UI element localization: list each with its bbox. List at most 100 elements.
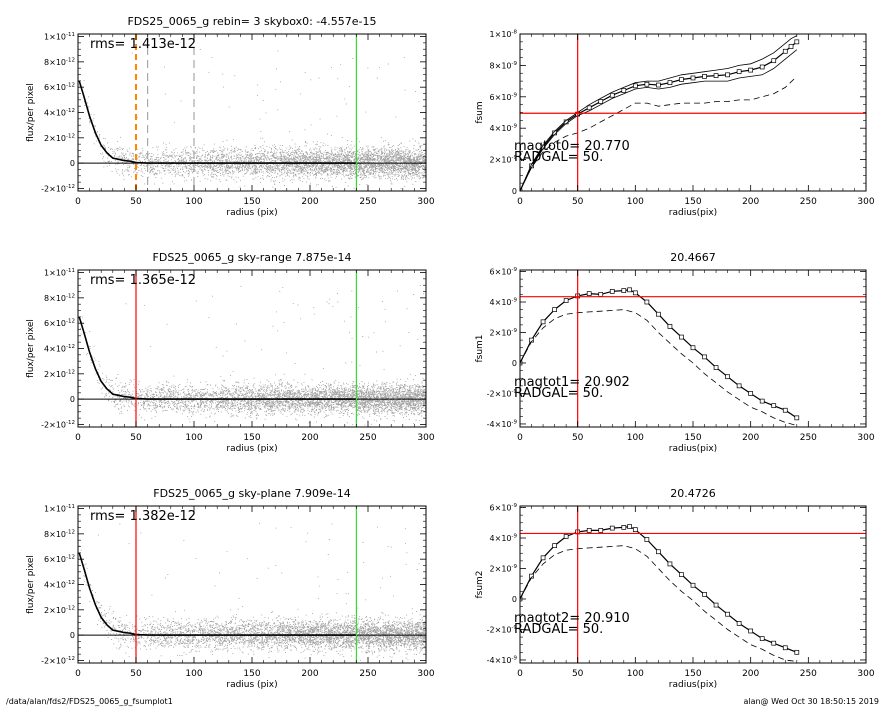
chart6-series-0-point	[667, 561, 673, 567]
chart6-series-0-point	[736, 621, 742, 626]
chart1-xlabel: radius (pix)	[226, 208, 277, 218]
chart1-ytick-label: 4×10-12	[44, 108, 75, 118]
chart6-series-0-point	[771, 640, 777, 646]
chart1-ytick-label: 2×10-12	[44, 133, 75, 143]
chart6-xtick-label: 200	[742, 669, 759, 679]
chart4-series-0-point	[621, 288, 627, 293]
chart6-series-0-point	[621, 524, 627, 530]
chart4-plot-area	[520, 270, 866, 427]
chart3-ytick-label: 2×10-12	[44, 369, 75, 379]
chart2-series-0-point	[736, 69, 742, 75]
chart2-frame	[519, 33, 867, 192]
chart4-title: 20.4667	[670, 251, 716, 264]
chart3-ytick-label: 1×10-11	[44, 268, 75, 278]
chart2-xtick-label: 150	[684, 197, 701, 207]
chart2-series-0-point	[713, 73, 719, 78]
chart1-xtick-label: 250	[359, 197, 376, 207]
chart4-series-0-point	[713, 365, 719, 370]
chart2-series-0-point	[771, 58, 777, 64]
chart6-title: 20.4726	[670, 487, 716, 500]
chart2-series-0-point	[667, 80, 673, 86]
chart2-xtick-label: 50	[572, 197, 584, 207]
chart3-xtick-label: 100	[185, 433, 202, 443]
chart4-series-0-point	[759, 398, 765, 404]
chart6-series-0-point	[690, 582, 696, 588]
chart2-series-0-point	[690, 75, 696, 81]
chart6-ytick-label: 6×10-9	[490, 503, 518, 513]
chart4-series-0-point	[702, 354, 707, 360]
chart5-xtick-label: 200	[301, 669, 318, 679]
chart2-ytick-label: 4×10-9	[490, 124, 518, 134]
chart4-series-0-point	[552, 307, 557, 312]
chart6-xtick-label: 0	[517, 669, 523, 679]
chart4-xtick-label: 50	[572, 433, 584, 443]
chart4-series-0-point	[748, 391, 754, 396]
chart2-series-2-line	[520, 49, 798, 191]
chart3-scatter-points	[80, 284, 426, 426]
chart3-xtick-label: 200	[301, 433, 318, 443]
chart2-series-0-point	[725, 72, 730, 78]
chart4-mag-annotation: magtot1= 20.902	[514, 375, 630, 390]
chart2-series-0-point	[598, 99, 604, 104]
chart4-ytick-label: 2×10-9	[490, 328, 518, 338]
chart2-series-0-point	[609, 92, 615, 98]
chart4-xtick-label: 100	[627, 433, 644, 443]
chart6-ytick-label: 2×10-9	[490, 564, 518, 574]
chart6-xlabel: radius(pix)	[669, 680, 717, 690]
chart5-ytick-label: 6×10-12	[44, 555, 75, 565]
chart6-ytick-label: -4×10-9	[487, 655, 518, 665]
chart4-ytick-label: 0	[512, 359, 517, 368]
chart5-xtick-label: 250	[359, 669, 376, 679]
chart3-ytick-label: -2×10-12	[41, 420, 75, 430]
chart5-ytick-label: 0	[70, 631, 75, 640]
chart2-ytick-label: 8×10-9	[490, 61, 518, 71]
chart4-ytick-label: 4×10-9	[490, 298, 518, 308]
chart5-title: FDS25_0065_g sky-plane 7.909e-14	[153, 487, 350, 500]
chart4-series-0-point	[632, 290, 638, 296]
chart3-ylabel: flux/per pixel	[26, 319, 36, 378]
chart6-series-1-line	[520, 545, 797, 662]
chart4-series-0-point	[725, 374, 730, 380]
chart4-ytick-label: 6×10-9	[490, 267, 518, 277]
chart2-xtick-label: 0	[517, 197, 523, 207]
footer-path: /data/alan/fds2/FDS25_0065_g_fsumplot1	[6, 697, 173, 706]
chart4-series-0-point	[644, 299, 650, 305]
chart3-xtick-label: 250	[359, 433, 376, 443]
chart4-series-0-point	[771, 403, 777, 409]
chart5-scatter-points	[79, 522, 426, 663]
chart6-series-0-point	[563, 534, 569, 539]
chart1-profile-line	[78, 80, 357, 164]
chart5-ytick-label: 4×10-12	[44, 580, 75, 590]
chart3-plot-area	[78, 270, 426, 427]
chart2-series-0-point	[656, 82, 661, 88]
chart6-series-0-point	[552, 543, 557, 548]
chart3-xtick-label: 50	[130, 433, 142, 443]
chart2-plot-area	[520, 34, 866, 191]
chart2-xtick-label: 300	[857, 197, 874, 207]
chart6-ytick-label: 4×10-9	[490, 534, 518, 544]
chart6-series-0-point	[656, 549, 661, 555]
chart4-xlabel: radius(pix)	[669, 444, 717, 454]
chart1-rms-annotation: rms= 1.413e-12	[90, 37, 196, 52]
chart2-ytick-label: 0	[512, 187, 517, 196]
chart2-mag-annotation: magtot0= 20.770	[514, 139, 630, 154]
chart4-ytick-label: -2×10-9	[487, 389, 518, 399]
chart6-series-0-point	[679, 572, 684, 577]
chart5-xtick-label: 50	[130, 669, 142, 679]
chart2-series-0-point	[702, 74, 707, 79]
chart4-series-0-point	[794, 415, 800, 421]
chart5-ytick-label: 8×10-12	[44, 529, 75, 539]
chart4-series-0-point	[563, 298, 569, 303]
chart3-xtick-label: 150	[243, 433, 260, 443]
chart6-series-0-point	[725, 611, 730, 617]
chart2-radgal-annotation: RADGAL= 50.	[514, 150, 603, 165]
chart5-xlabel: radius (pix)	[226, 680, 277, 690]
chart5-xtick-label: 100	[185, 669, 202, 679]
chart2-xtick-label: 100	[627, 197, 644, 207]
chart5-plot-area	[78, 506, 426, 663]
chart6-ylabel: fsum2	[475, 570, 485, 598]
chart3-title: FDS25_0065_g sky-range 7.875e-14	[153, 251, 352, 264]
chart6-xtick-label: 50	[572, 669, 584, 679]
chart2-series-0-point	[586, 105, 592, 111]
chart2-xtick-label: 200	[742, 197, 759, 207]
